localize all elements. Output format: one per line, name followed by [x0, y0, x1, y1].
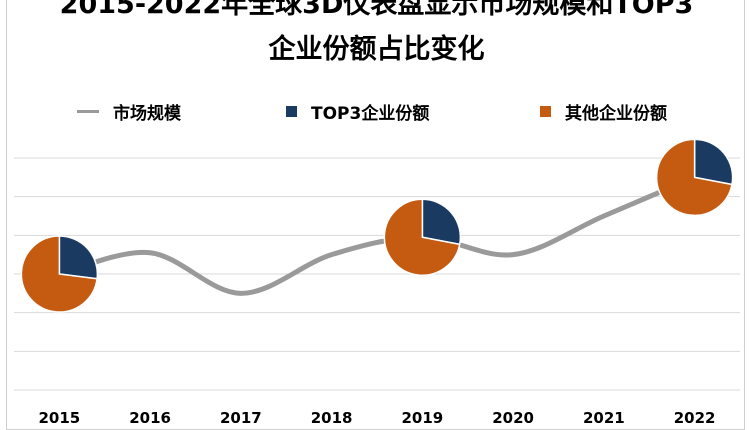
x-tick-label: 2021 [583, 409, 625, 423]
legend-item-top3: TOP3企业份额 [286, 97, 429, 125]
pie-slice-2022-others [655, 138, 733, 217]
pie-slice-2019-top3 [421, 198, 462, 246]
chart-title-line2: 企业份额占比变化 [268, 34, 485, 65]
pie-slice-2015-others [20, 235, 98, 313]
pie-slice-2019-others [383, 198, 461, 276]
x-tick-label: 2019 [402, 409, 444, 423]
x-tick-label: 2016 [129, 409, 171, 423]
legend-square-swatch [540, 105, 551, 117]
series-line-market [56, 174, 698, 296]
legend-line-swatch [77, 109, 99, 113]
legend-item-market: 市场规模 [77, 97, 181, 125]
legend-label-top3: TOP3企业份额 [311, 103, 430, 124]
x-tick-label: 2018 [311, 409, 353, 423]
pie-slice-2015-top3 [58, 235, 99, 280]
x-tick-label: 2017 [220, 409, 262, 423]
pie-slice-2022-top3 [693, 138, 734, 186]
chart-legend: 市场规模 TOP3企业份额 其他企业份额 [0, 97, 753, 125]
chart-title-line1: 2015-2022年全球3D仪表盘显示市场规模和TOP3 [59, 0, 694, 20]
x-tick-label: 2020 [492, 409, 534, 423]
legend-label-others: 其他企业份额 [565, 103, 667, 124]
x-tick-label: 2015 [39, 409, 81, 423]
legend-label-market: 市场规模 [113, 103, 181, 124]
x-tick-label: 2022 [674, 409, 716, 423]
legend-square-swatch [286, 105, 297, 117]
legend-item-others: 其他企业份额 [540, 97, 667, 125]
